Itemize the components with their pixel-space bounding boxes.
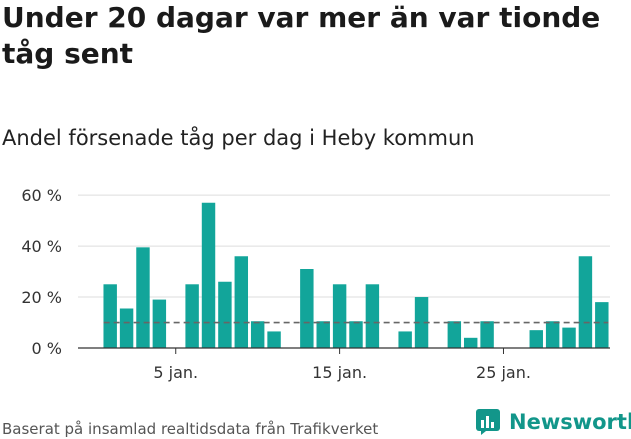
bar: [218, 281, 232, 348]
x-tick-label: 25 jan.: [476, 363, 531, 382]
bar: [545, 321, 560, 348]
bar: [267, 331, 281, 348]
chart-title: Under 20 dagar var mer än var tionde tåg…: [2, 1, 601, 70]
bar: [185, 284, 199, 348]
bar: [201, 202, 216, 348]
y-tick-label: 0 %: [32, 339, 62, 358]
bar: [136, 247, 150, 348]
bar: [480, 321, 494, 348]
x-tick-label: 5 jan.: [153, 363, 198, 382]
bar-chart: 0 % 20 % 40 % 60 % 5 jan. 15 jan. 25 jan.: [21, 186, 610, 382]
bar: [234, 256, 249, 348]
bar-chart-logo-icon: [476, 409, 500, 435]
bar: [595, 302, 609, 348]
bar: [119, 308, 134, 348]
bar: [463, 337, 478, 348]
bar: [103, 284, 117, 348]
bar: [349, 321, 363, 348]
source-note: Baserat på insamlad realtidsdata från Tr…: [2, 420, 379, 438]
x-tick-label: 15 jan.: [312, 363, 367, 382]
bar: [365, 284, 380, 348]
brand-logo: Newsworthy: [475, 408, 631, 436]
bar: [578, 256, 593, 348]
bar: [152, 299, 167, 348]
chart-subtitle: Andel försenade tåg per dag i Heby kommu…: [2, 126, 475, 150]
bar: [398, 331, 412, 348]
bar: [447, 321, 462, 348]
bar: [529, 330, 543, 348]
y-tick-label: 40 %: [21, 237, 62, 256]
y-tick-label: 20 %: [21, 288, 62, 307]
brand-name: Newsworthy: [509, 410, 631, 434]
bar: [300, 269, 314, 348]
bar: [562, 327, 576, 348]
bar: [316, 321, 330, 348]
bar: [332, 284, 347, 348]
bar: [250, 321, 265, 348]
y-tick-label: 60 %: [21, 186, 62, 205]
bar: [414, 297, 429, 348]
